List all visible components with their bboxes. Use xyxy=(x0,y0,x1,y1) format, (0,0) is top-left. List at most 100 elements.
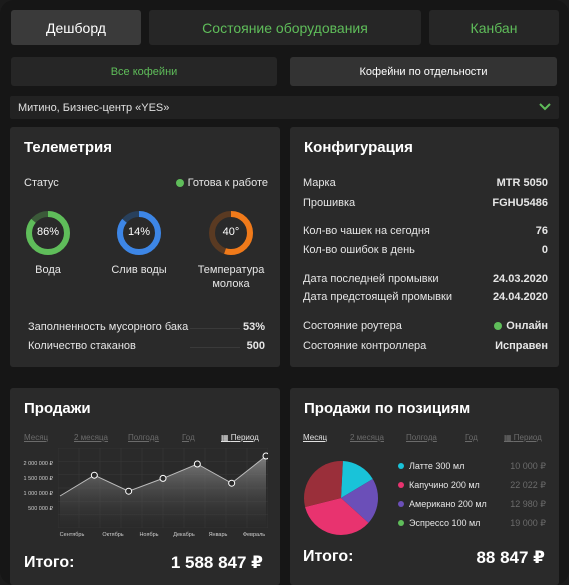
positions-total-value: 88 847 ₽ xyxy=(476,548,545,567)
data-point[interactable] xyxy=(125,487,133,495)
drain-value: 14% xyxy=(127,226,151,238)
y-tick: 1 500 000 ₽ xyxy=(23,476,54,482)
x-tick: Январь xyxy=(208,532,228,538)
location-select[interactable]: Митино, Бизнес-центр «YES» xyxy=(10,96,559,119)
y-tick: 2 000 000 ₽ xyxy=(23,461,54,467)
legend-dot-icon xyxy=(398,520,404,526)
configuration-panel: Конфигурация Марка MTR 5050 Прошивка FGH… xyxy=(290,127,559,367)
legend-value: 10 000 ₽ xyxy=(510,461,546,471)
legend-item: Американо 200 мл xyxy=(398,499,487,509)
period-month[interactable]: Месяц xyxy=(303,433,328,442)
pie-slice[interactable] xyxy=(305,498,369,535)
x-tick: Февраль xyxy=(242,532,266,538)
status-value: Готова к работе xyxy=(187,177,268,189)
legend-value: 12 980 ₽ xyxy=(510,499,546,509)
legend-dot-icon xyxy=(398,463,404,469)
legend-dot-icon xyxy=(398,482,404,488)
subtab-all-cafes[interactable]: Все кофейни xyxy=(11,57,277,86)
period-year[interactable]: Год xyxy=(465,433,478,442)
legend-item: Капучино 200 мл xyxy=(398,480,480,490)
telemetry-title: Телеметрия xyxy=(24,139,112,156)
data-point[interactable] xyxy=(159,474,167,482)
status-badge: Готова к работе xyxy=(175,177,268,189)
last-wash-value: 24.03.2020 xyxy=(492,273,548,285)
x-tick: Декабрь xyxy=(173,532,195,538)
water-label: Вода xyxy=(35,264,61,276)
sales-total-label: Итого: xyxy=(24,554,75,571)
legend-dot-icon xyxy=(398,501,404,507)
pie-slice[interactable] xyxy=(341,461,373,498)
period-custom-label: Период xyxy=(513,433,542,442)
pie-slice[interactable] xyxy=(304,461,343,507)
milk-temp-gauge-ring xyxy=(209,211,253,255)
location-value: Митино, Бизнес-центр «YES» xyxy=(18,101,170,114)
next-wash-value: 24.04.2020 xyxy=(492,291,548,303)
router-status: Онлайн xyxy=(494,320,548,332)
legend-item: Латте 300 мл xyxy=(398,461,464,471)
period-month[interactable]: Месяц xyxy=(24,433,49,442)
drain-label: Слив воды xyxy=(111,264,167,276)
water-value: 86% xyxy=(36,226,60,238)
calendar-icon: ▦ xyxy=(221,433,231,442)
last-wash-label: Дата последней промывки xyxy=(303,273,439,285)
sales-panel: Продажи Месяц 2 месяца Полгода Год ▦ Пер… xyxy=(10,388,280,585)
legend-label: Американо 200 мл xyxy=(409,499,487,509)
divider xyxy=(190,328,240,329)
router-value: Онлайн xyxy=(506,320,548,332)
next-wash-label: Дата предстоящей промывки xyxy=(303,291,452,303)
period-year[interactable]: Год xyxy=(182,433,195,442)
telemetry-panel: Телеметрия Статус Готова к работе 86% Во… xyxy=(10,127,280,367)
positions-title: Продажи по позициям xyxy=(304,400,471,417)
controller-label: Состояние контроллера xyxy=(303,340,427,352)
trash-label: Заполненность мусорного бака xyxy=(28,321,189,333)
tab-kanban[interactable]: Канбан xyxy=(429,10,559,45)
chevron-down-icon xyxy=(539,103,551,111)
status-dot-icon xyxy=(175,179,184,187)
positions-pie-chart xyxy=(304,461,378,535)
sales-total-value: 1 588 847 ₽ xyxy=(170,553,263,572)
brand-label: Марка xyxy=(303,177,336,189)
legend-item: Эспрессо 100 мл xyxy=(398,518,480,528)
milk-temp-value: 40° xyxy=(222,226,240,238)
divider xyxy=(190,347,240,348)
pie-slice[interactable] xyxy=(341,479,378,523)
period-custom-label: Период xyxy=(230,433,259,442)
data-point[interactable] xyxy=(193,460,201,468)
errors-label: Кол-во ошибок в день xyxy=(303,244,415,256)
water-gauge-ring xyxy=(26,211,70,255)
y-tick: 1 000 000 ₽ xyxy=(23,491,54,497)
drain-gauge-ring xyxy=(117,211,161,255)
period-2months[interactable]: 2 месяца xyxy=(74,433,108,442)
legend-label: Латте 300 мл xyxy=(409,461,465,471)
router-label: Состояние роутера xyxy=(303,320,402,332)
cups-today-value: 76 xyxy=(535,225,548,237)
tab-dashboard[interactable]: Дешборд xyxy=(11,10,141,45)
legend-label: Эспрессо 100 мл xyxy=(409,518,481,528)
data-point[interactable] xyxy=(90,471,98,479)
period-2months[interactable]: 2 месяца xyxy=(350,433,384,442)
period-halfyear[interactable]: Полгода xyxy=(406,433,437,442)
data-point[interactable] xyxy=(262,452,268,460)
controller-value: Исправен xyxy=(495,340,548,352)
status-label: Статус xyxy=(24,177,59,189)
x-tick: Октябрь xyxy=(102,532,124,538)
x-tick: Сентябрь xyxy=(59,532,85,538)
cups-label: Количество стаканов xyxy=(28,340,136,352)
online-dot-icon xyxy=(494,322,503,330)
cups-today-label: Кол-во чашек на сегодня xyxy=(303,225,430,237)
sales-area-chart xyxy=(58,448,268,528)
brand-value: MTR 5050 xyxy=(496,177,548,189)
tab-equipment-status[interactable]: Состояние оборудования xyxy=(149,10,421,45)
period-halfyear[interactable]: Полгода xyxy=(128,433,159,442)
legend-value: 22 022 ₽ xyxy=(510,480,546,490)
x-tick: Ноябрь xyxy=(139,532,159,538)
period-custom[interactable]: ▦ Период xyxy=(221,433,259,442)
calendar-icon: ▦ xyxy=(504,433,514,442)
trash-value: 53% xyxy=(242,321,265,333)
data-point[interactable] xyxy=(228,479,236,487)
period-custom[interactable]: ▦ Период xyxy=(504,433,542,442)
subtab-individual-cafes[interactable]: Кофейни по отдельности xyxy=(290,57,557,86)
milk-temp-label: Температура молока xyxy=(197,264,265,290)
errors-value: 0 xyxy=(541,244,548,256)
